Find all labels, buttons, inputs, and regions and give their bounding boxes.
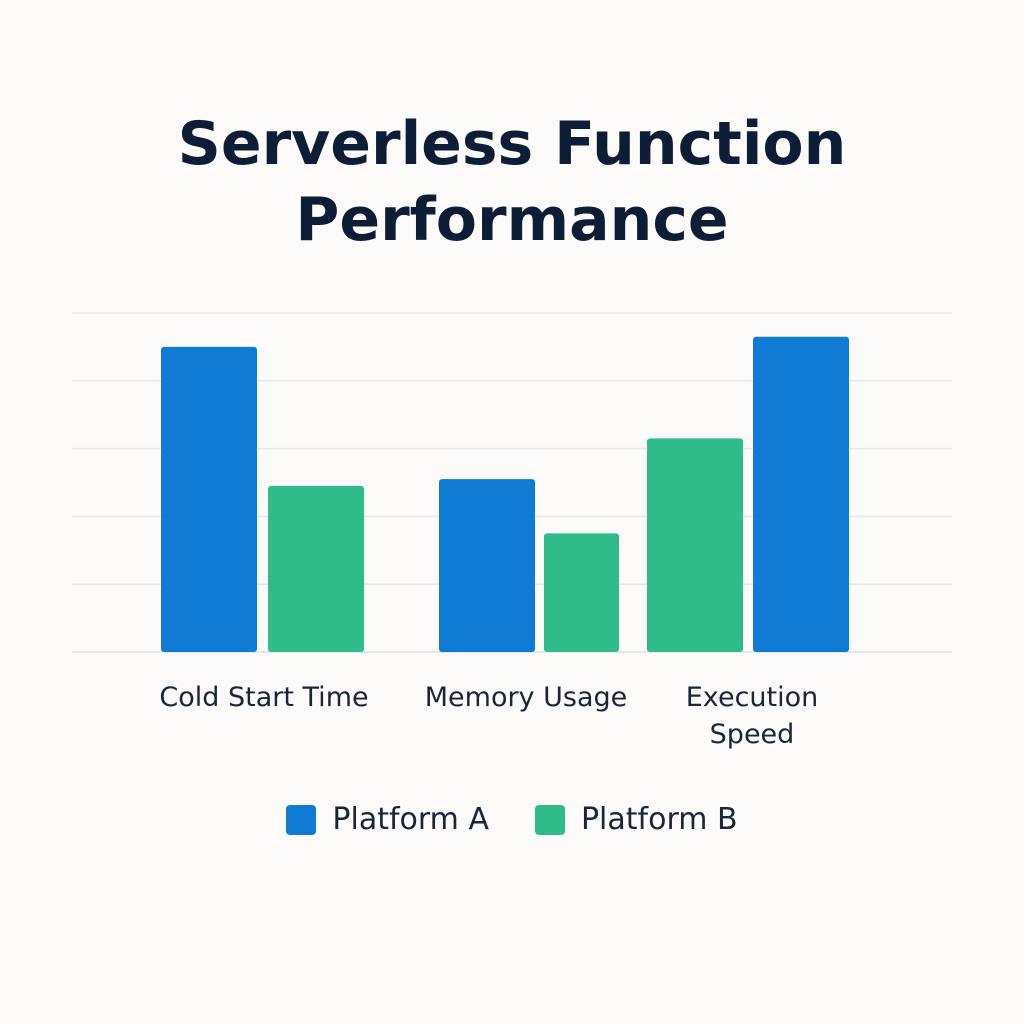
- legend-item-platform-a: Platform A: [286, 802, 489, 837]
- bars: [161, 336, 849, 652]
- bar-platform-a-cold-start-time: [161, 346, 257, 652]
- bar-platform-b-cold-start-time: [268, 485, 364, 652]
- category-label-execution-speed: Execution Speed: [686, 682, 819, 750]
- bar-platform-a-execution-speed: [753, 336, 849, 652]
- category-label-cold-start-time: Cold Start Time: [159, 682, 368, 713]
- legend-label-platform-a: Platform A: [332, 802, 489, 837]
- legend-label-platform-b: Platform B: [580, 802, 738, 837]
- legend-swatch-platform-b: [534, 804, 565, 835]
- bar-platform-a-memory-usage: [439, 479, 535, 652]
- legend-swatch-platform-a: [286, 804, 317, 835]
- legend: Platform A Platform B: [0, 802, 1024, 837]
- category-label-memory-usage: Memory Usage: [425, 682, 628, 713]
- bar-platform-b-memory-usage: [544, 533, 619, 652]
- category-labels: Cold Start Time Memory Usage Execution Spee…: [159, 682, 818, 750]
- legend-item-platform-b: Platform B: [534, 802, 738, 837]
- bar-platform-b-execution-speed: [647, 438, 743, 652]
- chart-title: Serverless Function Performance: [177, 109, 847, 255]
